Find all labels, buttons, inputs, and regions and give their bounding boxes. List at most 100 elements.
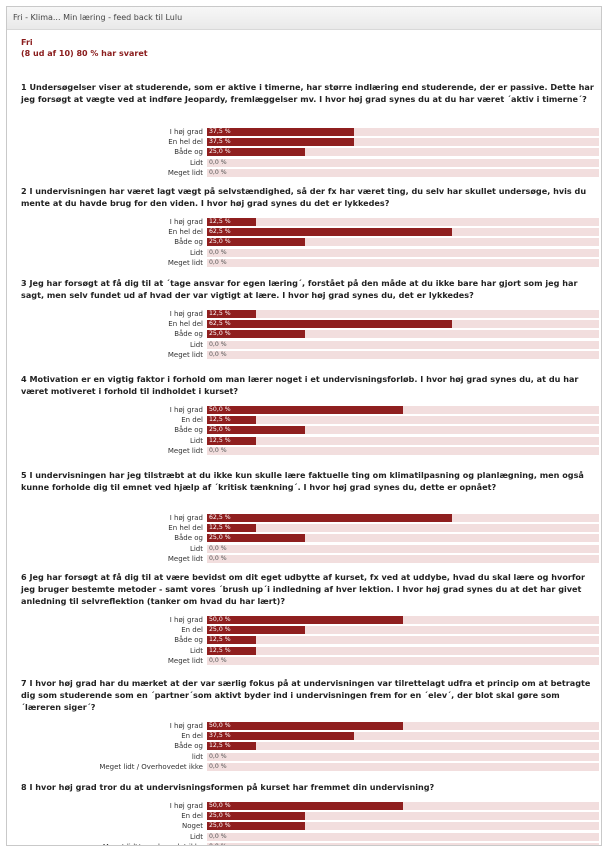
bar bbox=[207, 218, 256, 226]
category-label: Lidt bbox=[189, 832, 203, 841]
bar bbox=[207, 742, 256, 751]
bar-row: En hel del 62,5 % bbox=[21, 319, 599, 329]
question-text: 3 Jeg har forsøgt at få dig til at ´tage… bbox=[21, 278, 578, 300]
value-label: 25,0 % bbox=[209, 822, 231, 830]
question-text: 8 I hvor høj grad tror du at undervisnin… bbox=[21, 782, 435, 792]
bar-row: Noget 25,0 % bbox=[21, 821, 599, 831]
bar bbox=[207, 148, 305, 157]
value-label: 25,0 % bbox=[209, 148, 231, 156]
bar-row: Både og 25,0 % bbox=[21, 329, 599, 339]
value-label: 0,0 % bbox=[209, 544, 227, 552]
category-label: I høj grad bbox=[169, 802, 203, 810]
bar-row: Meget lidt 0,0 % bbox=[21, 554, 599, 564]
bar bbox=[207, 722, 403, 730]
value-label: 12,5 % bbox=[209, 524, 231, 532]
value-label: 0,0 % bbox=[209, 258, 227, 266]
bar-track: 0,0 % bbox=[207, 832, 599, 841]
bar-row: En hel del 62,5 % bbox=[21, 227, 599, 237]
bar-row: Både og 12,5 % bbox=[21, 741, 599, 751]
category-label: Meget lidt / Overhovedet ikke bbox=[99, 762, 203, 771]
bar-track: 25,0 % bbox=[207, 626, 599, 635]
category-label: I høj grad bbox=[169, 128, 203, 136]
value-label: 0,0 % bbox=[209, 554, 227, 562]
value-label: 12,5 % bbox=[209, 742, 231, 750]
bar-track: 25,0 % bbox=[207, 822, 599, 831]
bar-track: 12,5 % bbox=[207, 524, 599, 533]
bar-row: Lidt 12,5 % bbox=[21, 436, 599, 446]
bar-row: I høj grad 50,0 % bbox=[21, 801, 599, 811]
bar-track: 50,0 % bbox=[207, 616, 599, 624]
bar-row: Både og 25,0 % bbox=[21, 147, 599, 157]
bar-row: Lidt 0,0 % bbox=[21, 340, 599, 350]
bar-row: Meget lidt 0,0 % bbox=[21, 168, 599, 178]
bar-row: Lidt 0,0 % bbox=[21, 158, 599, 168]
survey-header: Fri (8 ud af 10) 80 % har svaret bbox=[21, 37, 148, 59]
bar-track: 62,5 % bbox=[207, 514, 599, 522]
bar bbox=[207, 616, 403, 624]
bar-row: I høj grad 50,0 % bbox=[21, 615, 599, 625]
bar-track: 37,5 % bbox=[207, 138, 599, 147]
category-label: En hel del bbox=[168, 138, 203, 147]
value-label: 50,0 % bbox=[209, 406, 231, 413]
category-label: Lidt bbox=[189, 340, 203, 349]
bar-track: 37,5 % bbox=[207, 128, 599, 136]
category-label: Lidt bbox=[189, 544, 203, 553]
bar-track: 0,0 % bbox=[207, 544, 599, 553]
category-label: Både og bbox=[174, 426, 203, 435]
bar-row: I høj grad 62,5 % bbox=[21, 513, 599, 523]
bar bbox=[207, 524, 256, 533]
question-5: 5 I undervisningen har jeg tilstræbt at … bbox=[21, 469, 599, 563]
bar bbox=[207, 436, 256, 445]
bar bbox=[207, 228, 452, 237]
bar bbox=[207, 330, 305, 339]
category-label: En hel del bbox=[168, 524, 203, 533]
bar-row: Både og 12,5 % bbox=[21, 635, 599, 645]
bar-row: Både og 25,0 % bbox=[21, 237, 599, 247]
question-text: 6 Jeg har forsøgt at få dig til at være … bbox=[21, 572, 585, 606]
category-label: Både og bbox=[174, 534, 203, 543]
bar-track: 25,0 % bbox=[207, 812, 599, 821]
bar-row: Lidt 12,5 % bbox=[21, 646, 599, 656]
window-title: Fri - Klima... Min læring - feed back ti… bbox=[7, 7, 601, 30]
bar-row: Meget lidt 0,0 % bbox=[21, 350, 599, 360]
category-label: Både og bbox=[174, 636, 203, 645]
bar-track: 0,0 % bbox=[207, 752, 599, 761]
bar-row: En hel del 12,5 % bbox=[21, 523, 599, 533]
bar-row: Både og 25,0 % bbox=[21, 425, 599, 435]
category-label: Lidt bbox=[189, 646, 203, 655]
bar-track: 12,5 % bbox=[207, 218, 599, 226]
bar-row: En del 12,5 % bbox=[21, 415, 599, 425]
value-label: 50,0 % bbox=[209, 722, 231, 729]
value-label: 0,0 % bbox=[209, 752, 227, 760]
value-label: 50,0 % bbox=[209, 802, 231, 809]
category-label: Meget lidt/ overhovedet ikke bbox=[103, 842, 203, 845]
bar-row: I høj grad 37,5 % bbox=[21, 127, 599, 137]
value-label: 12,5 % bbox=[209, 218, 231, 225]
value-label: 37,5 % bbox=[209, 732, 231, 740]
value-label: 62,5 % bbox=[209, 514, 231, 521]
value-label: 0,0 % bbox=[209, 248, 227, 256]
bar-row: Meget lidt/ overhovedet ikke 0,0 % bbox=[21, 842, 599, 845]
bar bbox=[207, 822, 305, 831]
category-label: En del bbox=[181, 416, 203, 425]
bar bbox=[207, 646, 256, 655]
category-label: Lidt bbox=[189, 436, 203, 445]
bar-row: I høj grad 50,0 % bbox=[21, 405, 599, 415]
question-text: 7 I hvor høj grad har du mærket at der v… bbox=[21, 678, 591, 712]
bar bbox=[207, 802, 403, 810]
category-label: Noget bbox=[181, 822, 203, 831]
bar bbox=[207, 732, 354, 741]
category-label: Meget lidt bbox=[167, 350, 203, 359]
value-label: 12,5 % bbox=[209, 436, 231, 444]
category-label: I høj grad bbox=[169, 218, 203, 226]
category-label: Både og bbox=[174, 238, 203, 247]
category-label: En del bbox=[181, 626, 203, 635]
bar bbox=[207, 626, 305, 635]
bar bbox=[207, 426, 305, 435]
bar-track: 25,0 % bbox=[207, 426, 599, 435]
bar-row: I høj grad 50,0 % bbox=[21, 721, 599, 731]
bar-track: 0,0 % bbox=[207, 168, 599, 177]
bar-track: 12,5 % bbox=[207, 636, 599, 645]
bar-track: 0,0 % bbox=[207, 554, 599, 563]
category-label: Lidt bbox=[189, 158, 203, 167]
